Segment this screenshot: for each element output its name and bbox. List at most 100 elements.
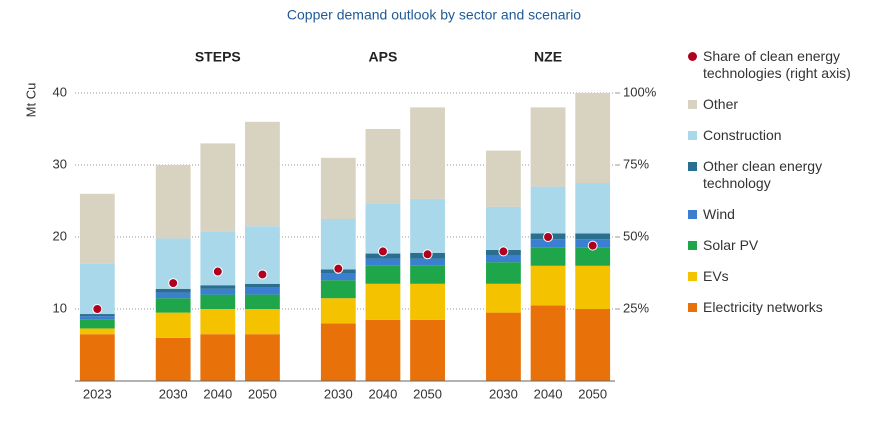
bar-segment <box>245 294 280 309</box>
bar-segment <box>410 265 445 284</box>
bar-segment <box>155 165 191 239</box>
legend-item: EVs <box>688 268 863 285</box>
bar-segment <box>530 239 566 248</box>
bar-segment <box>530 265 566 306</box>
bar-segment <box>410 107 445 199</box>
bar-segment <box>486 255 521 263</box>
bar-segment <box>575 183 611 234</box>
y2-tick-label: 100% <box>623 84 657 99</box>
bar-segment <box>79 193 115 264</box>
bar-segment <box>575 233 611 240</box>
y2-tick-label: 25% <box>623 300 649 315</box>
legend-swatch <box>688 303 697 312</box>
bar-segment <box>200 309 236 335</box>
x-tick-label: 2023 <box>83 386 112 401</box>
bar-segment <box>245 283 280 288</box>
bar-segment <box>79 334 115 381</box>
legend-item: Solar PV <box>688 237 863 254</box>
bar-segment <box>320 280 356 299</box>
legend-label: Electricity networks <box>703 299 823 315</box>
share-dot <box>498 246 509 257</box>
legend-label: Wind <box>703 206 735 222</box>
y2-tick-label: 75% <box>623 156 649 171</box>
bar-segment <box>79 319 115 329</box>
share-dot <box>587 240 598 251</box>
y-tick-label: 30 <box>53 156 67 171</box>
share-dot <box>168 278 179 289</box>
bar-segment <box>365 265 401 284</box>
bar-segment <box>365 258 401 266</box>
y-axis-label: Mt Cu <box>23 83 38 118</box>
y-tick-label: 40 <box>53 84 67 99</box>
bar-segment <box>410 319 445 381</box>
y2-tick-label: 50% <box>623 228 649 243</box>
bar-segment <box>200 285 236 289</box>
bar-segment <box>486 150 521 207</box>
bar-segment <box>530 305 566 381</box>
legend-item: Other clean energy technology <box>688 158 863 192</box>
bar-segment <box>200 334 236 381</box>
bar-segment <box>245 334 280 381</box>
x-tick-label: 2030 <box>489 386 518 401</box>
bar-segment <box>200 231 236 286</box>
bar-segment <box>530 247 566 266</box>
bar-segment <box>79 328 115 335</box>
share-dot <box>422 249 433 260</box>
legend-swatch <box>688 131 697 140</box>
legend-label: Other clean energy technology <box>703 158 823 191</box>
bar-segment <box>79 314 115 317</box>
legend-label: EVs <box>703 268 729 284</box>
group-label: APS <box>369 49 398 65</box>
bar-segment <box>155 298 191 313</box>
legend-swatch <box>688 52 697 61</box>
legend-swatch <box>688 272 697 281</box>
bar-segment <box>320 273 356 281</box>
legend-item: Other <box>688 96 863 113</box>
bar-segment <box>320 323 356 381</box>
bar-segment <box>245 309 280 335</box>
bar-segment <box>365 283 401 320</box>
bar-segment <box>575 93 611 183</box>
bar-segment <box>486 206 521 250</box>
group-label: NZE <box>534 49 562 65</box>
share-dot <box>212 266 223 277</box>
bar-segment <box>155 337 191 381</box>
legend-swatch <box>688 241 697 250</box>
legend-item: Share of clean energy technologies (righ… <box>688 48 863 82</box>
bar-segment <box>320 219 356 270</box>
bar-segment <box>486 312 521 381</box>
bar-segment <box>410 258 445 266</box>
y-tick-label: 10 <box>53 300 67 315</box>
legend-swatch <box>688 100 697 109</box>
bar-segment <box>79 316 115 320</box>
bar-segment <box>575 247 611 266</box>
bar-segment <box>200 294 236 309</box>
bar-segment <box>245 287 280 295</box>
bar-segment <box>155 288 191 293</box>
bar-segment <box>486 283 521 313</box>
bar-segment <box>530 186 566 234</box>
bar-segment <box>575 309 611 381</box>
bar-segment <box>530 107 566 187</box>
x-tick-label: 2040 <box>203 386 232 401</box>
share-dot <box>377 246 388 257</box>
bar-segment <box>410 198 445 253</box>
legend-label: Construction <box>703 127 782 143</box>
bar-segment <box>200 288 236 295</box>
x-tick-label: 2050 <box>578 386 607 401</box>
bar-segment <box>245 121 280 227</box>
legend: Share of clean energy technologies (righ… <box>688 48 863 330</box>
share-dot <box>543 232 554 242</box>
group-label: STEPS <box>195 49 241 65</box>
bar-segment <box>365 319 401 381</box>
bar-segment <box>155 292 191 299</box>
bar-segment <box>365 129 401 204</box>
bar-segment <box>365 203 401 254</box>
bar-segment <box>320 157 356 219</box>
share-dot <box>92 304 103 314</box>
legend-label: Share of clean energy technologies (righ… <box>703 48 851 81</box>
bar-segment <box>575 265 611 309</box>
share-dot <box>333 263 344 274</box>
